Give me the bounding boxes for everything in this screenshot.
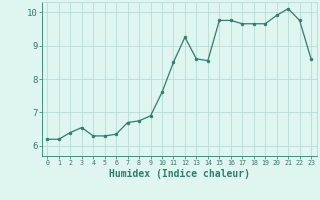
X-axis label: Humidex (Indice chaleur): Humidex (Indice chaleur) [109,169,250,179]
